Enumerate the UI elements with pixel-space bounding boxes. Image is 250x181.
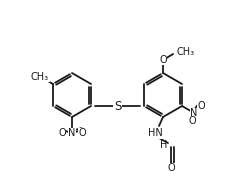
Text: H: H [160, 140, 167, 150]
Text: N: N [190, 108, 198, 118]
Text: N: N [68, 128, 76, 138]
Text: CH₃: CH₃ [176, 47, 194, 57]
Text: O: O [167, 163, 175, 173]
Text: O: O [189, 116, 196, 126]
Text: S: S [114, 100, 121, 113]
Text: O: O [198, 101, 205, 111]
Text: CH₃: CH₃ [31, 71, 49, 81]
Text: HN: HN [148, 128, 162, 138]
Text: O: O [58, 128, 66, 138]
Text: O: O [78, 128, 86, 138]
Text: O: O [159, 55, 167, 65]
